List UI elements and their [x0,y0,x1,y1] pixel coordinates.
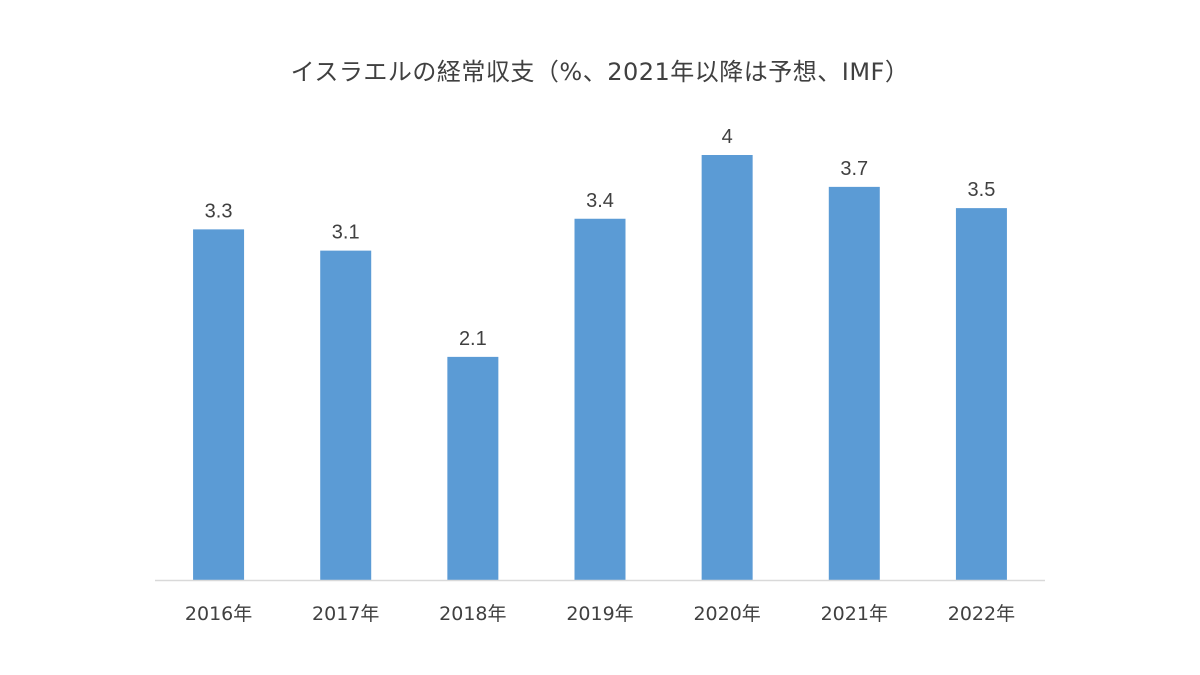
data-label: 3.5 [968,179,996,201]
data-label: 4 [722,126,733,148]
data-label: 3.1 [332,222,360,244]
bar-2020 [701,155,753,580]
x-tick-label: 2016年 [185,603,252,625]
x-tick-label: 2019年 [566,603,633,625]
x-tick-label: 2022年 [948,603,1015,625]
labels-layer: 3.3 3.1 2.1 3.4 4 3.7 3.5 [205,126,996,350]
x-tick-label: 2020年 [693,603,760,625]
x-tick-label: 2017年 [312,603,379,625]
bars-layer [193,155,1007,580]
bar-2022 [955,208,1007,580]
chart-title: イスラエルの経常収支（%、2021年以降は予想、IMF） [290,58,910,86]
x-tick-label: 2021年 [821,603,888,625]
data-label: 2.1 [459,328,487,350]
data-label: 3.3 [205,200,233,222]
bar-2021 [828,186,880,580]
bar-2017 [320,250,372,580]
x-tick-labels: 2016年 2017年 2018年 2019年 2020年 2021年 2022年 [185,603,1015,625]
bar-2016 [193,229,245,580]
bar-2018 [447,356,499,580]
data-label: 3.7 [840,158,868,180]
x-tick-label: 2018年 [439,603,506,625]
bar-2019 [574,218,626,580]
data-label: 3.4 [586,190,614,212]
